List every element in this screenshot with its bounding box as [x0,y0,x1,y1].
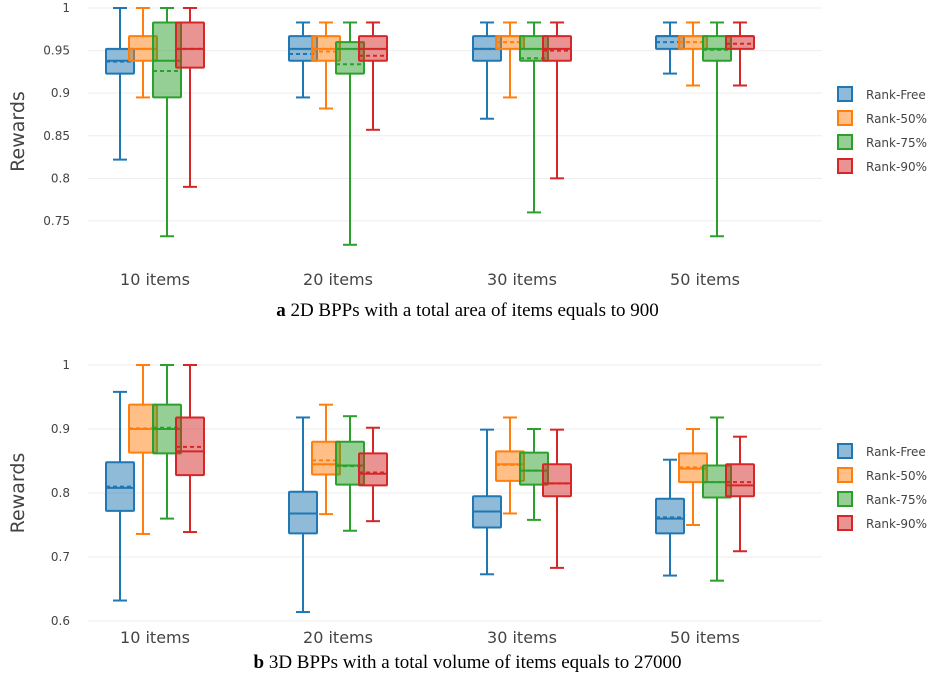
box-mark [358,21,388,131]
box-mark [175,364,205,534]
caption-b-label: b [253,652,265,673]
y-axis-label: Rewards [7,91,29,172]
box-mark [655,458,685,577]
iqr-box [175,21,205,69]
series-rank-75 [152,7,732,246]
x-tick-label: 20 items [303,270,373,289]
series-rank-free [105,390,685,614]
legend-label-rank-75: Rank-75% [866,136,927,150]
box-plot-2d: 0.75 0.8 0.85 0.9 0.95 1 Rewards 10 items 20 ite… [7,1,927,289]
legend: Rank-Free Rank-50% Rank-75% Rank-90% [837,443,927,531]
box-mark [519,428,549,521]
legend-label-rank-75: Rank-75% [866,493,927,507]
legend-label-rank-free: Rank-Free [866,88,926,102]
box-mark [542,428,572,569]
x-tick-labels: 10 items 20 items 30 items 50 items [120,270,740,289]
caption-a-text: 2D BPPs with a total area of items equal… [290,300,659,321]
legend-label-rank-50: Rank-50% [866,112,927,126]
legend-swatch-rank-90 [837,515,853,531]
chart-panel-b: 0.6 0.7 0.8 0.9 1 Rewards 10 items 20 items 30 i… [0,340,935,682]
x-tick-label: 10 items [120,270,190,289]
box-mark [678,428,708,526]
legend-label-rank-free: Rank-Free [866,445,926,459]
x-tick-labels: 10 items 20 items 30 items 50 items [120,628,740,647]
box-mark [311,403,341,516]
box-mark [358,426,388,523]
chart-panel-a: 0.75 0.8 0.85 0.9 0.95 1 Rewards 10 items 20 ite… [0,0,935,340]
legend-swatch-rank-50 [837,110,853,126]
box-mark [288,416,318,614]
caption-b: b 3D BPPs with a total volume of items e… [0,652,935,674]
legend: Rank-Free Rank-50% Rank-75% Rank-90% [837,86,927,174]
y-tick-labels: 0.6 0.7 0.8 0.9 1 [51,358,70,628]
caption-b-text: 3D BPPs with a total volume of items equ… [268,652,682,673]
box-mark [495,416,525,515]
box-mark [105,7,135,161]
legend-label-rank-90: Rank-90% [866,517,927,531]
y-tick-labels: 0.75 0.8 0.85 0.9 0.95 1 [43,1,70,228]
series-rank-90 [175,7,755,188]
box-mark [725,21,755,87]
legend-swatch-rank-50 [837,467,853,483]
box-mark [175,7,205,188]
box-mark [542,21,572,180]
y-tick-label: 0.8 [51,486,70,500]
box-mark [105,390,135,602]
series-rank-90 [175,364,755,569]
gridlines [88,7,822,222]
box-mark [152,7,182,238]
box-mark [725,435,755,553]
x-tick-label: 30 items [487,270,557,289]
x-tick-label: 30 items [487,628,557,647]
legend-swatch-rank-free [837,443,853,459]
legend-swatch-rank-75 [837,134,853,150]
x-tick-label: 20 items [303,628,373,647]
caption-a: a 2D BPPs with a total area of items equ… [0,300,935,322]
legend-swatch-rank-90 [837,158,853,174]
x-tick-label: 50 items [670,270,740,289]
y-tick-label: 0.85 [43,129,70,143]
box-mark [335,415,365,532]
box-mark [152,364,182,520]
y-tick-label: 0.75 [43,214,70,228]
y-tick-label: 1 [62,1,70,15]
caption-a-label: a [276,300,286,321]
box-mark [128,364,158,535]
box-mark [655,21,685,75]
legend-swatch-rank-75 [837,491,853,507]
legend-swatch-rank-free [837,86,853,102]
x-tick-label: 50 items [670,628,740,647]
box-mark [472,428,502,576]
y-tick-label: 0.8 [51,171,70,185]
series-rank-75 [152,364,732,582]
y-axis-label: Rewards [7,453,29,534]
legend-label-rank-50: Rank-50% [866,469,927,483]
legend-label-rank-90: Rank-90% [866,160,927,174]
iqr-box [725,463,755,498]
iqr-box [358,452,388,487]
y-tick-label: 0.95 [43,44,70,58]
x-tick-label: 10 items [120,628,190,647]
y-tick-label: 0.9 [51,86,70,100]
box-mark [702,416,732,582]
y-tick-label: 0.9 [51,422,70,436]
box-mark [702,21,732,238]
y-tick-label: 1 [62,358,70,372]
y-tick-label: 0.7 [51,550,70,564]
box-plot-3d: 0.6 0.7 0.8 0.9 1 Rewards 10 items 20 items 30 i… [7,358,927,647]
iqr-box [655,497,685,535]
iqr-box [542,463,572,498]
iqr-box [725,35,755,50]
series-rank-50 [128,364,708,535]
y-tick-label: 0.6 [51,614,70,628]
